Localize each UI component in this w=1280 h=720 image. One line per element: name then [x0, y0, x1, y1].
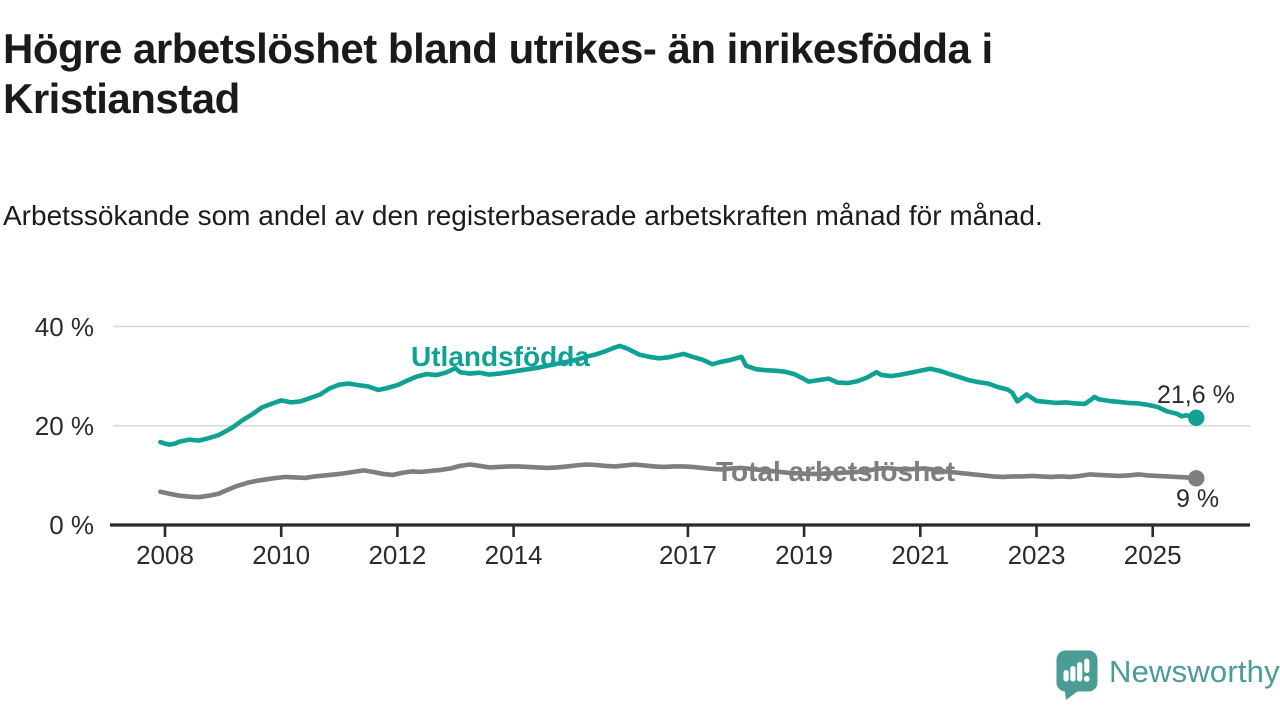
x-axis-label-2014: 2014 [484, 540, 543, 570]
x-axis-label-2008: 2008 [136, 540, 194, 570]
newsworthy-logo-text: Newsworthy [1109, 654, 1280, 689]
x-axis-label-2025: 2025 [1123, 540, 1182, 570]
x-axis-label-2023: 2023 [1007, 540, 1066, 570]
end-dot-1 [1188, 470, 1205, 487]
series-label-total-arbetsloshet: Total arbetslöshet [716, 456, 956, 487]
newsworthy-logo-icon [1056, 650, 1098, 700]
x-axis-label-2010: 2010 [252, 540, 311, 570]
y-axis-label-20: 20 % [34, 410, 94, 441]
page-title: Högre arbetslöshet bland utrikes- än inr… [3, 25, 993, 122]
end-value-label-utlandsfodda: 21,6 % [1157, 381, 1235, 409]
x-axis-label-2012: 2012 [368, 540, 427, 570]
y-axis-label-40: 40 % [34, 311, 94, 342]
end-value-label-total-arbetsloshet: 9 % [1176, 485, 1220, 513]
x-axis-label-2021: 2021 [891, 540, 950, 570]
y-axis-label-0: 0 % [49, 510, 94, 540]
series-line-1 [158, 462, 1199, 500]
x-axis-label-2019: 2019 [775, 540, 834, 570]
chart-subtitle: Arbetssökande som andel av den registerb… [3, 200, 1043, 231]
end-dot-0 [1188, 409, 1205, 427]
series-label-utlandsfodda: Utlandsfödda [411, 341, 590, 372]
newsworthy-logo: Newsworthy [1056, 650, 1280, 702]
x-axis-label-2017: 2017 [658, 540, 717, 570]
series-line-0 [158, 343, 1199, 447]
